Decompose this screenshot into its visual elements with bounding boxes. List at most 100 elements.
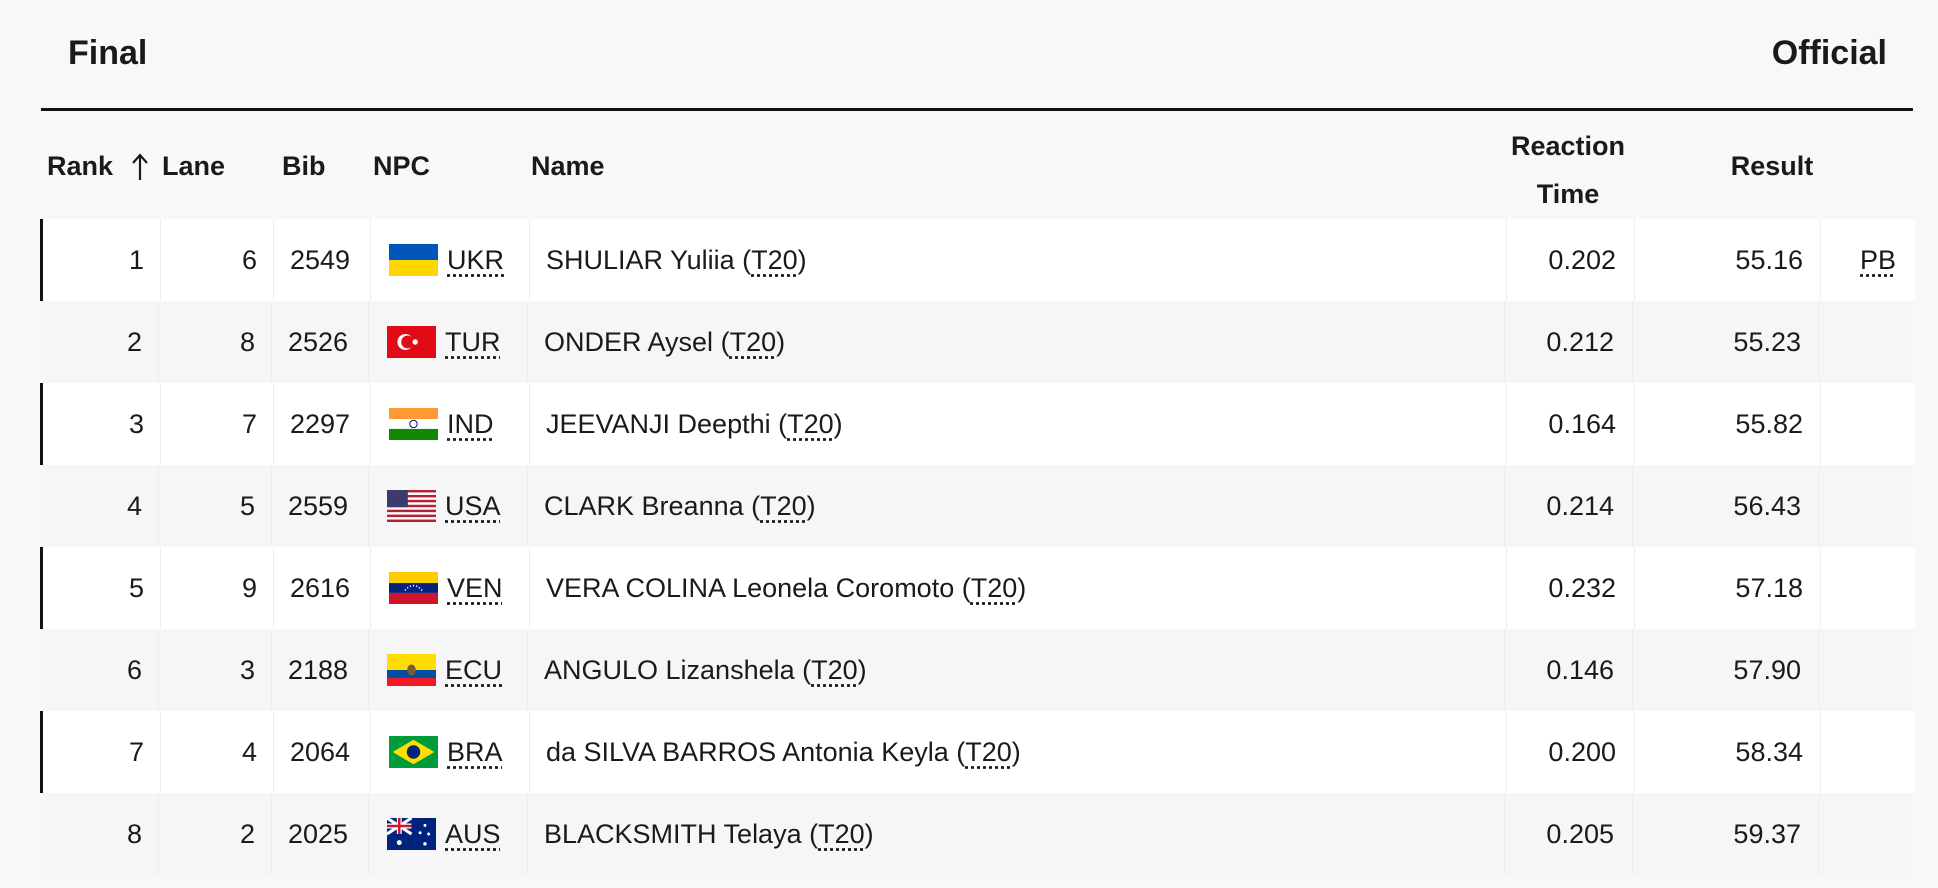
npc[interactable]: USA bbox=[445, 491, 501, 521]
sport-class-code[interactable]: T20 bbox=[965, 737, 1012, 767]
col-npc[interactable]: NPC bbox=[373, 151, 431, 181]
sport-class[interactable]: T20 bbox=[721, 327, 786, 357]
cell-divider bbox=[158, 465, 159, 547]
sport-class[interactable]: T20 bbox=[802, 655, 867, 685]
cell-divider bbox=[1818, 793, 1819, 875]
sport-class-code[interactable]: T20 bbox=[787, 409, 834, 439]
lane: 2 bbox=[239, 819, 255, 849]
bib: 2526 bbox=[288, 327, 349, 357]
sport-class[interactable]: T20 bbox=[742, 245, 807, 275]
cell-divider bbox=[1820, 711, 1821, 793]
sport-class[interactable]: T20 bbox=[751, 491, 816, 521]
cell-divider bbox=[1820, 547, 1821, 629]
cell-divider bbox=[158, 793, 159, 875]
reaction-time: 0.164 bbox=[1548, 409, 1616, 439]
sport-class-code[interactable]: T20 bbox=[811, 655, 858, 685]
col-result[interactable]: Result bbox=[1730, 151, 1814, 181]
sport-class[interactable]: T20 bbox=[956, 737, 1021, 767]
col-lane[interactable]: Lane bbox=[162, 151, 226, 181]
athlete: ANGULO Lizanshela T20 bbox=[544, 650, 867, 690]
cell-divider bbox=[527, 793, 528, 875]
cell-divider bbox=[1634, 711, 1635, 793]
result-row[interactable]: 6 3 2188 ECU ANGULO Lizanshela T20 0.146 57.90 bbox=[41, 629, 1913, 711]
result-row[interactable]: 3 7 2297 IND JEEVANJI Deepthi T20 0.164 55.82 bbox=[40, 383, 1915, 465]
cell-divider bbox=[1504, 465, 1505, 547]
athlete: SHULIAR Yuliia T20 bbox=[546, 240, 807, 280]
npc[interactable]: UKR bbox=[447, 245, 505, 275]
result-row[interactable]: 2 8 2526 TUR ONDER Aysel T20 0.212 55.23 bbox=[41, 301, 1913, 383]
cell-divider bbox=[160, 383, 161, 465]
result-row[interactable]: 5 9 2616 VEN VERA COLINA Leonela Coromoto T2… bbox=[40, 547, 1915, 629]
npc[interactable]: AUS bbox=[445, 819, 501, 849]
result: 57.18 bbox=[1735, 573, 1803, 603]
npc[interactable]: ECU bbox=[445, 655, 503, 685]
cell-divider bbox=[1504, 793, 1505, 875]
result-row[interactable]: 8 2 2025 AUS BLACKSMITH Telaya T20 0.205 59.37 bbox=[41, 793, 1913, 875]
athlete-name[interactable]: BLACKSMITH Telaya bbox=[544, 819, 802, 849]
result: 55.16 bbox=[1735, 245, 1803, 275]
col-bib[interactable]: Bib bbox=[282, 151, 326, 181]
athlete-name[interactable]: SHULIAR Yuliia bbox=[546, 245, 735, 275]
sport-class[interactable]: T20 bbox=[778, 409, 843, 439]
sort-arrow[interactable] bbox=[131, 152, 149, 182]
npc[interactable]: IND bbox=[447, 409, 494, 439]
npc[interactable]: VEN bbox=[447, 573, 503, 603]
lane: 4 bbox=[241, 737, 257, 767]
result-row[interactable]: 7 4 2064 BRA da SILVA BARROS Antonia Keyla T… bbox=[40, 711, 1915, 793]
sport-class-code[interactable]: T20 bbox=[729, 327, 777, 357]
bib: 2297 bbox=[290, 409, 351, 439]
col-name[interactable]: Name bbox=[531, 151, 605, 181]
col-reaction[interactable]: Reaction Time bbox=[1510, 131, 1626, 209]
cell-divider bbox=[1632, 301, 1633, 383]
cell-divider bbox=[160, 547, 161, 629]
cell-divider bbox=[1818, 465, 1819, 547]
lane: 5 bbox=[239, 491, 255, 521]
athlete-name[interactable]: VERA COLINA Leonela Coromoto bbox=[546, 573, 955, 603]
athlete-name[interactable]: da SILVA BARROS Antonia Keyla bbox=[546, 737, 949, 767]
sport-class-code[interactable]: T20 bbox=[760, 491, 807, 521]
cell-divider bbox=[273, 711, 274, 793]
sport-class-code[interactable]: T20 bbox=[818, 819, 865, 849]
cell-divider bbox=[160, 219, 161, 301]
cell-divider bbox=[271, 465, 272, 547]
cell-divider bbox=[1506, 711, 1507, 793]
reaction-time: 0.202 bbox=[1548, 245, 1616, 275]
flag-icon bbox=[389, 736, 438, 768]
cell-divider bbox=[271, 629, 272, 711]
cell-divider bbox=[370, 711, 371, 793]
cell-divider bbox=[370, 383, 371, 465]
rank: 6 bbox=[126, 655, 142, 685]
athlete-name[interactable]: ONDER Aysel bbox=[544, 327, 714, 357]
athlete-name[interactable]: CLARK Breanna bbox=[544, 491, 744, 521]
reaction-time: 0.232 bbox=[1548, 573, 1616, 603]
col-rank[interactable]: Rank bbox=[47, 151, 114, 181]
cell-divider bbox=[158, 301, 159, 383]
reaction-time: 0.146 bbox=[1546, 655, 1614, 685]
sport-class-code[interactable]: T20 bbox=[970, 573, 1018, 603]
lane: 7 bbox=[241, 409, 257, 439]
record[interactable]: PB bbox=[1860, 245, 1897, 275]
flag bbox=[387, 654, 436, 686]
athlete-name[interactable]: ANGULO Lizanshela bbox=[544, 655, 795, 685]
npc[interactable]: TUR bbox=[445, 327, 501, 357]
cell-divider bbox=[1504, 301, 1505, 383]
cell-divider bbox=[1634, 219, 1635, 301]
result-row[interactable]: 4 5 2559 USA CLARK Breanna T20 0.214 56.43 bbox=[41, 465, 1913, 547]
result-row[interactable]: 1 6 2549 UKR SHULIAR Yuliia T20 0.202 55.16 PB bbox=[40, 219, 1915, 301]
sport-class[interactable]: T20 bbox=[809, 819, 874, 849]
flag-icon bbox=[387, 654, 436, 686]
reaction-time: 0.214 bbox=[1546, 491, 1614, 521]
sport-class-code[interactable]: T20 bbox=[751, 245, 798, 275]
npc[interactable]: BRA bbox=[447, 737, 503, 767]
flag-icon bbox=[386, 816, 436, 850]
bib: 2064 bbox=[290, 737, 351, 767]
athlete-name[interactable]: JEEVANJI Deepthi bbox=[546, 409, 771, 439]
result: 58.34 bbox=[1735, 737, 1803, 767]
cell-divider bbox=[160, 711, 161, 793]
sport-class[interactable]: T20 bbox=[962, 573, 1027, 603]
cell-divider bbox=[368, 301, 369, 383]
flag-icon bbox=[387, 326, 436, 358]
rank: 1 bbox=[128, 245, 144, 275]
lane: 9 bbox=[241, 573, 257, 603]
